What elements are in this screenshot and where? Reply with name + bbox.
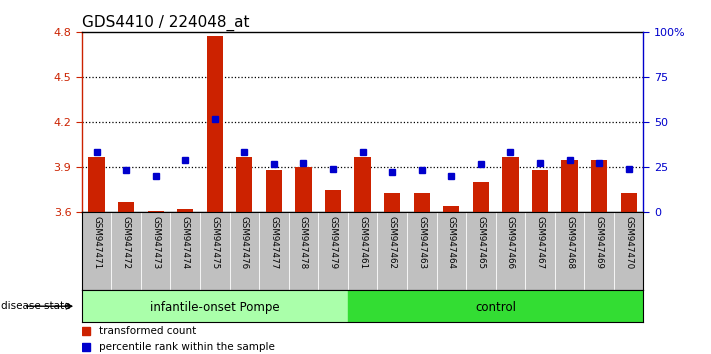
Bar: [591, 160, 607, 212]
Bar: [88, 157, 105, 212]
Bar: [621, 193, 637, 212]
Text: GSM947478: GSM947478: [299, 216, 308, 269]
Bar: [325, 190, 341, 212]
Text: GSM947472: GSM947472: [122, 216, 131, 269]
Bar: [414, 193, 430, 212]
Text: GSM947479: GSM947479: [328, 216, 338, 269]
Bar: [502, 157, 518, 212]
Bar: [82, 290, 348, 322]
Text: GSM947463: GSM947463: [417, 216, 426, 269]
Bar: [532, 170, 548, 212]
Bar: [473, 182, 489, 212]
Text: percentile rank within the sample: percentile rank within the sample: [100, 342, 275, 352]
Bar: [118, 202, 134, 212]
Text: GDS4410 / 224048_at: GDS4410 / 224048_at: [82, 14, 250, 30]
Text: GSM947467: GSM947467: [535, 216, 545, 269]
Text: transformed count: transformed count: [100, 326, 197, 336]
Text: GSM947470: GSM947470: [624, 216, 634, 269]
Text: GSM947473: GSM947473: [151, 216, 160, 269]
Bar: [236, 157, 252, 212]
Text: GSM947468: GSM947468: [565, 216, 574, 269]
Text: GSM947474: GSM947474: [181, 216, 190, 269]
Text: GSM947469: GSM947469: [594, 216, 604, 269]
Text: GSM947461: GSM947461: [358, 216, 367, 269]
Bar: [384, 193, 400, 212]
Text: GSM947466: GSM947466: [506, 216, 515, 269]
Text: GSM947464: GSM947464: [447, 216, 456, 269]
Bar: [562, 160, 577, 212]
Text: GSM947462: GSM947462: [387, 216, 397, 269]
Bar: [348, 290, 643, 322]
Bar: [148, 211, 164, 212]
Bar: [443, 206, 459, 212]
Text: disease state: disease state: [1, 301, 71, 311]
Text: GSM947476: GSM947476: [240, 216, 249, 269]
Bar: [295, 167, 311, 212]
Bar: [177, 209, 193, 212]
Bar: [207, 36, 223, 212]
Bar: [266, 170, 282, 212]
Bar: [355, 157, 370, 212]
Text: infantile-onset Pompe: infantile-onset Pompe: [150, 301, 279, 314]
Text: GSM947465: GSM947465: [476, 216, 486, 269]
Text: GSM947471: GSM947471: [92, 216, 101, 269]
Text: control: control: [475, 301, 516, 314]
Text: GSM947475: GSM947475: [210, 216, 219, 269]
Text: GSM947477: GSM947477: [269, 216, 279, 269]
